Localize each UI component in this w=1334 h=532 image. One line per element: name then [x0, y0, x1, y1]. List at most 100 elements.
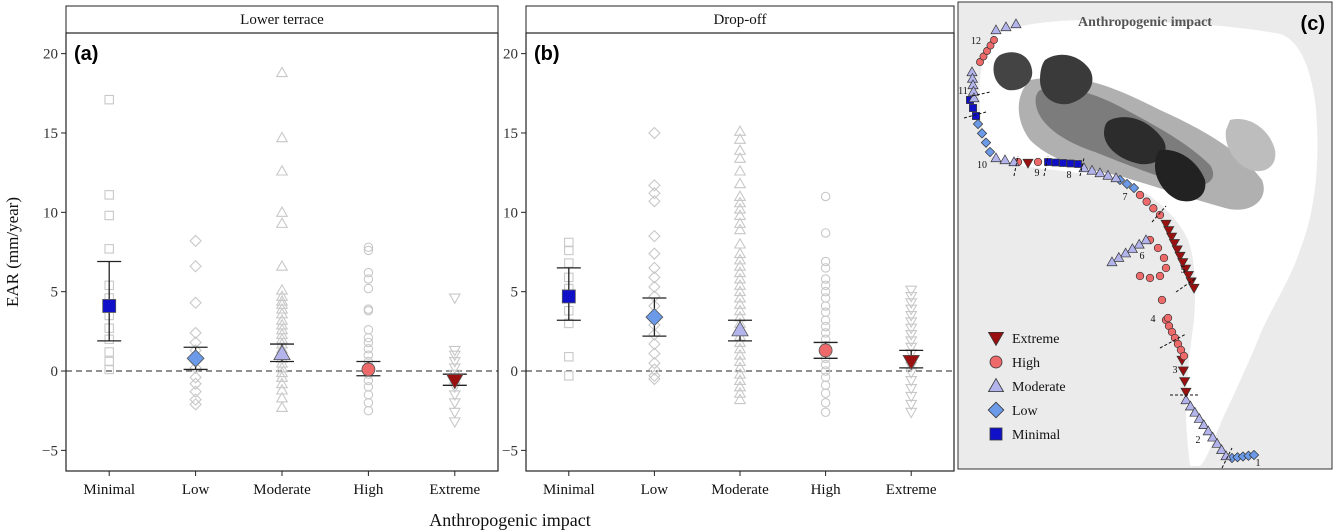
raw-point-low — [189, 260, 202, 273]
panel-a-lower-terrace: Lower terrace (a) −5 0 5 10 15 20 Minimal Low M… — [3, 5, 499, 498]
raw-point-extreme — [905, 310, 918, 322]
raw-point-minimal — [104, 244, 114, 254]
mean-marker-extreme — [445, 374, 464, 390]
panel-a-strip-title: Lower terrace — [240, 12, 324, 28]
raw-point-high — [820, 256, 831, 267]
map-site-moderate — [1211, 437, 1223, 448]
sector-number-2: 2 — [1196, 435, 1201, 446]
mean-marker-extreme — [902, 355, 921, 371]
raw-point-low — [648, 247, 661, 260]
x-tick-label-minimal: Minimal — [543, 482, 595, 498]
legend-label-low: Low — [1012, 404, 1039, 419]
raw-point-low — [648, 363, 661, 376]
raw-point-low — [648, 179, 661, 192]
raw-point-moderate — [733, 278, 747, 290]
map-site-high — [1155, 271, 1165, 281]
map-site-moderate — [1140, 234, 1152, 245]
terrain-light-1 — [1225, 119, 1276, 172]
raw-point-moderate — [733, 196, 747, 208]
raw-point-low — [189, 326, 202, 340]
raw-point-extreme — [905, 383, 918, 395]
sector-number-6: 6 — [1140, 251, 1145, 262]
sector-number-11: 11 — [958, 86, 968, 97]
raw-point-moderate — [275, 131, 289, 143]
raw-point-high — [363, 350, 374, 360]
summary-high — [813, 341, 838, 359]
map-site-high — [976, 58, 984, 66]
raw-point-moderate — [733, 132, 747, 144]
map-site-extreme — [1188, 283, 1200, 294]
raw-point-moderate — [275, 164, 289, 176]
raw-point-low — [648, 271, 661, 284]
legend-marker-minimal — [989, 427, 1003, 441]
raw-point-high — [363, 245, 374, 256]
x-axis-label: Anthropogenic impact — [429, 510, 590, 530]
map-site-moderate — [1198, 419, 1210, 429]
raw-point-moderate — [275, 366, 289, 378]
sector-number-5: 5 — [1181, 265, 1186, 276]
raw-point-high — [820, 359, 831, 370]
raw-point-moderate — [275, 283, 289, 295]
raw-point-low — [189, 234, 202, 248]
map-site-extreme — [1168, 239, 1181, 249]
summary-extreme — [442, 373, 467, 390]
panel-b-letter: (b) — [534, 43, 560, 65]
map-site-moderate — [1207, 431, 1219, 442]
map-legend: Extreme High Moderate Low Minimal — [987, 331, 1066, 443]
sector-divider — [1043, 155, 1049, 177]
raw-point-moderate — [733, 125, 747, 136]
raw-point-extreme — [905, 317, 918, 329]
map-site-moderate — [1119, 247, 1132, 258]
raw-point-low — [648, 187, 661, 200]
raw-point-extreme — [905, 323, 918, 335]
raw-point-minimal — [564, 371, 574, 381]
map-site-high — [1135, 190, 1145, 200]
summary-moderate — [728, 319, 752, 342]
raw-point-moderate — [275, 377, 289, 389]
raw-point-high — [363, 283, 374, 294]
legend-label-extreme: Extreme — [1012, 332, 1059, 347]
raw-point-minimal — [564, 245, 574, 256]
map-site-low — [1248, 449, 1260, 461]
raw-point-high — [363, 337, 374, 348]
map-site-moderate — [1113, 251, 1125, 262]
x-tick-label-extreme: Extreme — [886, 482, 937, 498]
map-site-minimal — [1074, 160, 1082, 168]
x-tick-label-moderate: Moderate — [711, 482, 769, 498]
raw-point-minimal — [104, 190, 114, 200]
map-site-extreme — [1160, 219, 1172, 230]
raw-point-high — [363, 405, 374, 416]
x-tick-label-high: High — [811, 482, 842, 498]
raw-point-moderate — [275, 371, 289, 382]
legend-marker-moderate — [987, 377, 1005, 393]
raw-point-high — [820, 228, 831, 238]
raw-point-moderate — [733, 342, 747, 354]
raw-point-moderate — [733, 152, 747, 163]
raw-point-moderate — [733, 253, 747, 265]
raw-point-extreme — [448, 293, 461, 305]
sector-divider — [971, 91, 991, 97]
summary-minimal — [556, 267, 581, 321]
legend-label-minimal: Minimal — [1012, 428, 1060, 443]
raw-point-extreme — [448, 357, 461, 368]
raw-point-extreme — [905, 291, 918, 303]
raw-point-extreme — [905, 304, 918, 316]
map-site-low — [972, 118, 984, 130]
raw-point-extreme — [905, 407, 918, 419]
raw-point-low — [648, 261, 661, 275]
map-site-minimal — [972, 112, 980, 120]
map-site-moderate — [1102, 169, 1114, 180]
terrain-dark-3 — [1154, 149, 1206, 202]
raw-point-low — [648, 194, 661, 208]
raw-point-extreme — [905, 342, 918, 354]
raw-point-low — [648, 372, 661, 386]
raw-point-moderate — [733, 367, 747, 379]
raw-point-high — [820, 328, 831, 338]
raw-point-high — [363, 267, 374, 278]
map-site-moderate — [1180, 394, 1192, 405]
map-site-moderate — [1086, 164, 1098, 175]
y-tick-label: 5 — [51, 285, 59, 301]
map-site-moderate — [968, 92, 980, 103]
map-site-moderate — [1193, 412, 1205, 423]
sector-divider — [1175, 277, 1197, 293]
